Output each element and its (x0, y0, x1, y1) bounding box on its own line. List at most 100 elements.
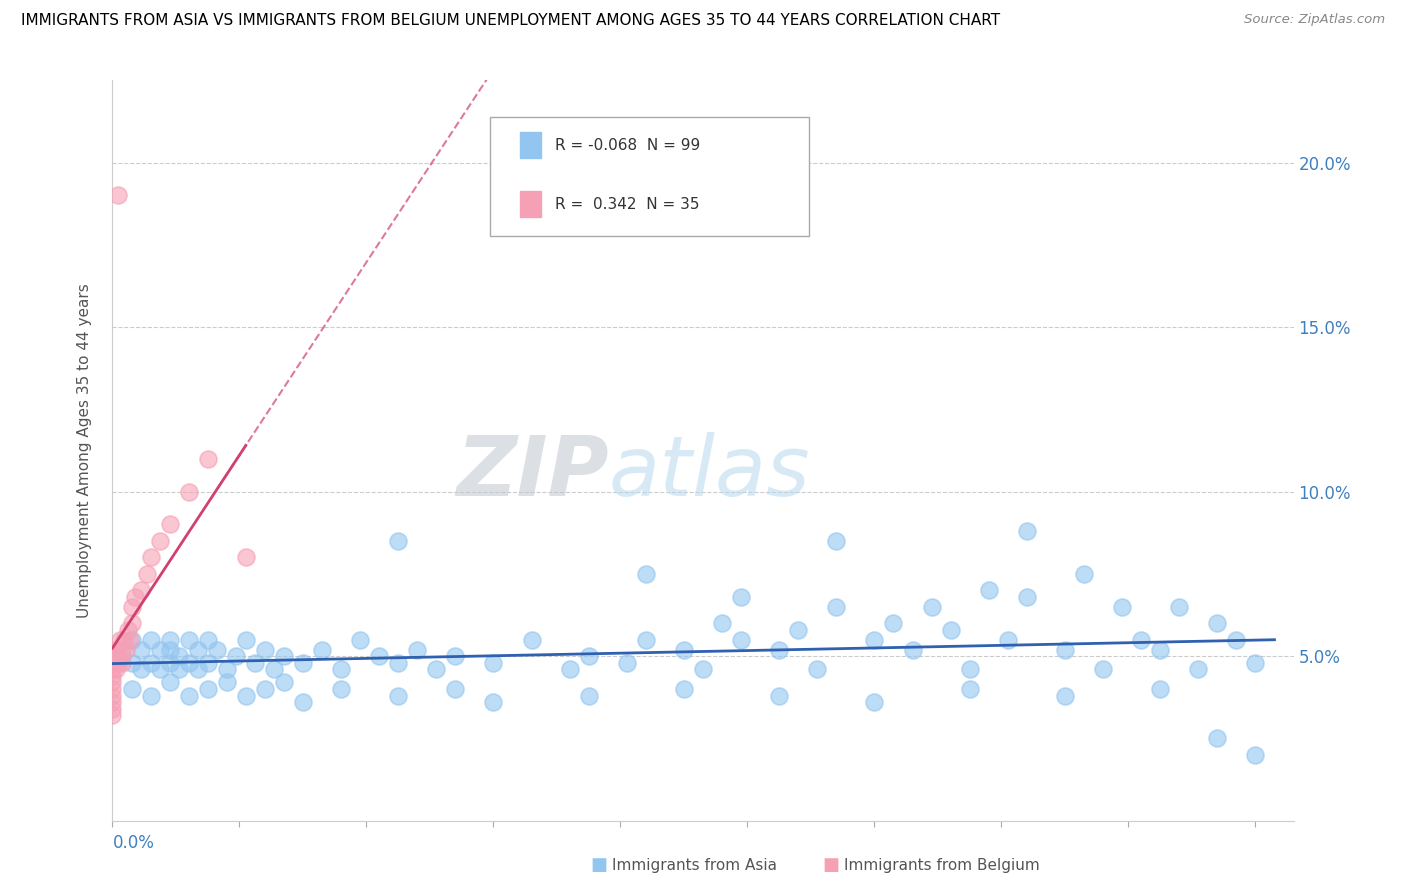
Point (129, 662, 152, 676)
Point (977, 583, 1000, 598)
Point (959, 681, 981, 696)
Point (1187, 662, 1209, 676)
Point (101, 695, 124, 709)
Point (114, 642, 136, 657)
Point (197, 451, 219, 466)
Point (215, 675, 238, 690)
Point (1053, 642, 1076, 657)
Point (159, 675, 181, 690)
Point (349, 632, 371, 647)
Point (159, 517, 181, 532)
Point (159, 642, 181, 657)
Text: R =  0.342  N = 35: R = 0.342 N = 35 (555, 197, 700, 212)
Point (825, 533, 848, 548)
Point (330, 662, 353, 676)
Point (387, 656, 409, 670)
Point (139, 632, 162, 647)
Point (121, 616, 143, 631)
Point (149, 662, 172, 676)
Point (444, 649, 467, 664)
Point (1111, 599, 1133, 614)
Point (1149, 642, 1171, 657)
Point (578, 649, 600, 664)
Point (121, 656, 143, 670)
Point (263, 662, 285, 676)
Point (1130, 632, 1153, 647)
Text: atlas: atlas (609, 432, 810, 513)
Point (105, 662, 128, 676)
Point (1053, 689, 1076, 703)
Text: R = -0.068  N = 99: R = -0.068 N = 99 (555, 138, 700, 153)
Point (197, 656, 219, 670)
Point (121, 599, 143, 614)
Point (235, 550, 257, 565)
Point (111, 642, 134, 657)
Point (1206, 731, 1229, 746)
FancyBboxPatch shape (520, 191, 541, 218)
Point (129, 642, 152, 657)
Point (101, 662, 124, 676)
Point (959, 662, 981, 676)
Point (235, 632, 257, 647)
Point (1168, 599, 1191, 614)
Point (101, 708, 124, 723)
Point (139, 689, 162, 703)
Text: ■: ■ (823, 856, 839, 874)
Point (103, 656, 125, 670)
Point (135, 566, 157, 581)
Point (159, 656, 181, 670)
Point (1244, 656, 1267, 670)
Point (616, 656, 638, 670)
Point (863, 695, 886, 709)
Point (558, 662, 581, 676)
Point (387, 689, 409, 703)
Point (159, 632, 181, 647)
Point (167, 649, 190, 664)
Point (520, 632, 543, 647)
Point (273, 649, 295, 664)
Point (311, 642, 333, 657)
Point (672, 642, 695, 657)
Point (806, 662, 828, 676)
Point (129, 583, 152, 598)
Point (107, 649, 129, 664)
Point (177, 632, 200, 647)
Point (768, 689, 790, 703)
Text: IMMIGRANTS FROM ASIA VS IMMIGRANTS FROM BELGIUM UNEMPLOYMENT AMONG AGES 35 TO 44: IMMIGRANTS FROM ASIA VS IMMIGRANTS FROM … (21, 13, 1000, 29)
Point (197, 632, 219, 647)
Point (103, 649, 125, 664)
Point (121, 681, 143, 696)
Point (482, 656, 505, 670)
Point (197, 681, 219, 696)
Point (939, 623, 962, 637)
Text: Source: ZipAtlas.com: Source: ZipAtlas.com (1244, 13, 1385, 27)
Point (177, 484, 200, 499)
Point (111, 649, 134, 664)
Point (107, 656, 129, 670)
Point (111, 656, 134, 670)
Point (117, 623, 139, 637)
Point (101, 649, 124, 664)
Point (444, 681, 467, 696)
Point (730, 590, 752, 604)
Point (253, 681, 276, 696)
Point (108, 632, 131, 647)
Point (118, 632, 141, 647)
Point (997, 632, 1019, 647)
Point (1225, 632, 1247, 647)
Text: ZIP: ZIP (456, 432, 609, 513)
Point (578, 689, 600, 703)
Point (177, 656, 200, 670)
Point (177, 689, 200, 703)
Point (253, 642, 276, 657)
Point (330, 681, 353, 696)
Point (101, 675, 124, 690)
Point (101, 681, 124, 696)
Point (711, 616, 734, 631)
Point (215, 662, 238, 676)
Point (245, 656, 267, 670)
Point (121, 632, 143, 647)
Point (1015, 590, 1038, 604)
Point (882, 616, 904, 631)
Point (139, 550, 162, 565)
